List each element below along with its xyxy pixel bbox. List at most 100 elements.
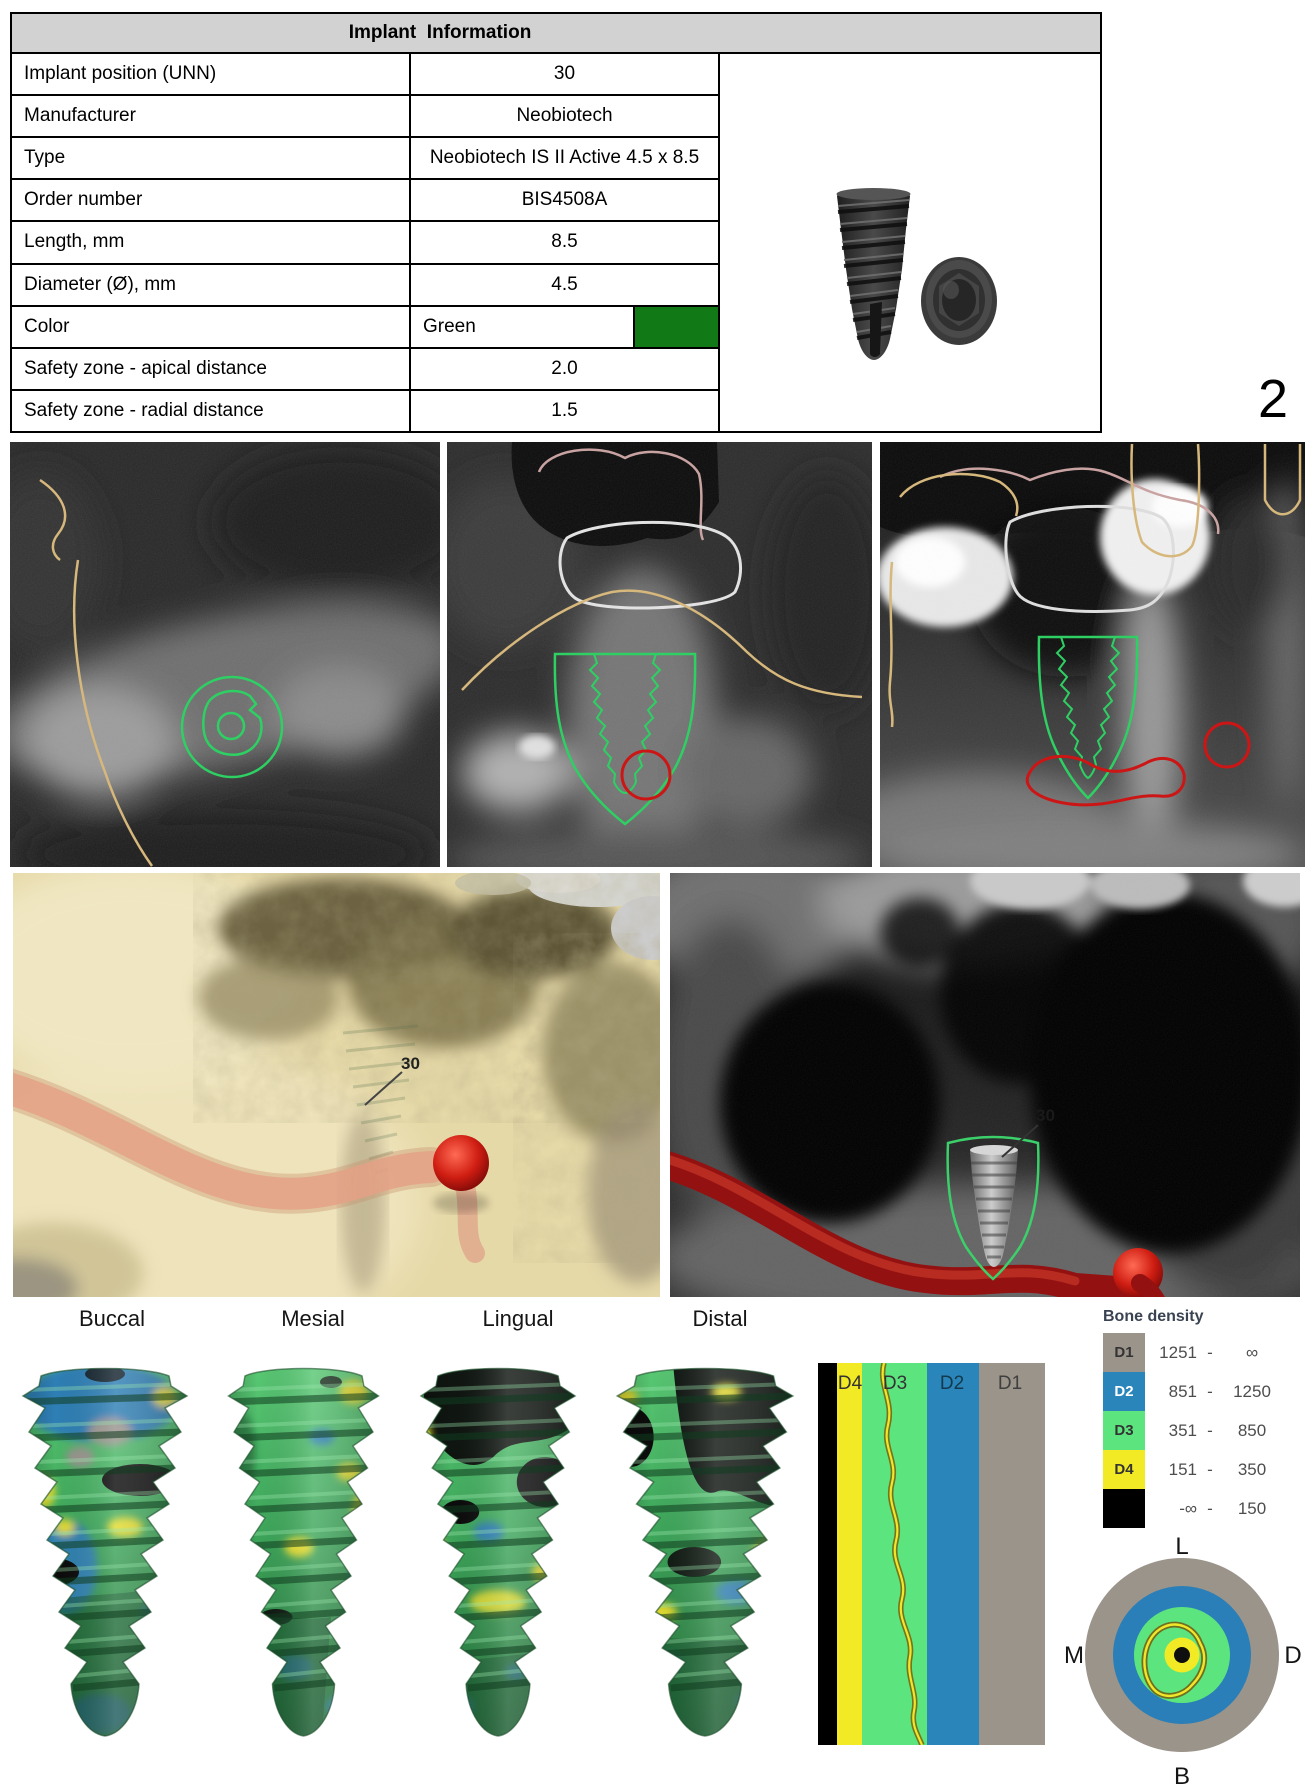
table-row-color: Color Green <box>12 306 718 349</box>
legend-min: 851 <box>1168 1381 1197 1401</box>
jaw-contour-line <box>39 478 154 867</box>
legend-row: D2 851 - 1250 <box>1103 1372 1313 1411</box>
tooth-contour-lines <box>888 443 1302 728</box>
implant-outline <box>553 652 697 826</box>
row-value: 30 <box>553 63 576 85</box>
density-implant-distal <box>598 1362 812 1747</box>
table-row: Order number BIS4508A <box>12 180 718 223</box>
compass-label-lingual: L <box>1175 1533 1188 1560</box>
strip-label-d1: D1 <box>998 1373 1022 1394</box>
adjacent-tooth-contour-line <box>537 448 705 541</box>
density-strip-chart: D4 D3 D2 D1 <box>818 1363 1045 1745</box>
legend-row: D1 1251 - ∞ <box>1103 1333 1313 1372</box>
legend-min: 1251 <box>1159 1342 1197 1362</box>
row-value: BIS4508A <box>521 189 608 211</box>
legend-dash: - <box>1207 1420 1213 1440</box>
implant-side-view-icon <box>836 188 911 360</box>
legend-row: -∞ - 150 <box>1103 1489 1313 1528</box>
strip-label-d4: D4 <box>838 1373 863 1394</box>
legend-row: D4 151 - 350 <box>1103 1450 1313 1489</box>
implant-annotation: 30 <box>364 1054 420 1106</box>
row-value: 4.5 <box>551 273 578 295</box>
density-implant-mesial <box>212 1362 395 1747</box>
implant-outline <box>1037 635 1139 800</box>
row-label: Manufacturer <box>12 96 411 137</box>
row-label: Order number <box>12 180 411 221</box>
compass-label-distal: D <box>1284 1642 1301 1669</box>
gingiva-contour-line <box>461 589 863 699</box>
legend-title: Bone density <box>1103 1308 1204 1325</box>
row-value: Neobiotech <box>516 105 613 127</box>
implant-info-table: Implant Information Implant position (UN… <box>10 12 1102 433</box>
nerve-canal <box>670 1151 1165 1297</box>
nerve-canal-outline <box>1025 721 1251 807</box>
axial-implant-outline <box>180 675 284 779</box>
legend-max: ∞ <box>1245 1342 1259 1362</box>
legend-max: 1250 <box>1233 1381 1271 1401</box>
legend-swatch-d2: D2 <box>1103 1372 1145 1411</box>
table-row: Type Neobiotech IS II Active 4.5 x 8.5 <box>12 138 718 181</box>
row-label: Implant position (UNN) <box>12 54 411 95</box>
page-number: 2 <box>1258 369 1289 429</box>
implant-annotation: 30 <box>1001 1106 1055 1158</box>
density-implant-buccal <box>5 1362 205 1747</box>
row-label: Safety zone - radial distance <box>12 390 411 431</box>
legend-min: 351 <box>1168 1420 1197 1440</box>
compass-label-buccal: B <box>1174 1763 1190 1788</box>
table-title: Implant Information <box>348 22 532 43</box>
legend-max: 850 <box>1237 1420 1267 1440</box>
table-row: Length, mm 8.5 <box>12 222 718 265</box>
color-swatch <box>633 306 718 347</box>
legend-swatch-d3: D3 <box>1103 1411 1145 1450</box>
row-value: Green <box>411 306 718 347</box>
density-implant-lingual <box>404 1362 592 1747</box>
view-label-distal: Distal <box>692 1306 748 1331</box>
row-value: 2.0 <box>551 357 578 379</box>
view-label-buccal: Buccal <box>78 1306 146 1331</box>
density-compass: L M D B <box>1060 1532 1310 1788</box>
bone-boundary-contour <box>1141 1621 1208 1699</box>
strip-label-d2: D2 <box>940 1373 964 1394</box>
table-row: Manufacturer Neobiotech <box>12 96 718 139</box>
adjacent-tooth-contour-line <box>939 467 1220 535</box>
legend-row: D3 351 - 850 <box>1103 1411 1313 1450</box>
legend-dash: - <box>1207 1459 1213 1479</box>
view-label-mesial: Mesial <box>281 1306 345 1331</box>
crown-outline <box>558 520 743 610</box>
implant-position-annotation: 30 <box>1036 1106 1055 1125</box>
legend-dash: - <box>1207 1498 1213 1518</box>
implant-top-view-icon <box>921 257 997 345</box>
row-label: Length, mm <box>12 222 411 263</box>
legend-min: -∞ <box>1179 1498 1197 1518</box>
compass-label-mesial: M <box>1064 1642 1084 1669</box>
planned-implant <box>946 1135 1040 1281</box>
legend-swatch-below-range <box>1103 1489 1145 1528</box>
legend-max: 350 <box>1237 1459 1267 1479</box>
row-label: Color <box>12 306 411 347</box>
legend-swatch-d1: D1 <box>1103 1333 1145 1372</box>
table-row: Implant position (UNN) 30 <box>12 54 718 97</box>
table-header: Implant Information <box>12 14 1100 54</box>
table-row: Diameter (Ø), mm 4.5 <box>12 264 718 307</box>
nerve-canal <box>13 1068 489 1263</box>
crown-outline <box>1004 504 1175 613</box>
legend-dash: - <box>1207 1342 1213 1362</box>
table-row: Safety zone - apical distance 2.0 <box>12 348 718 391</box>
legend-min: 151 <box>1168 1459 1197 1479</box>
implant-position-annotation: 30 <box>401 1054 420 1073</box>
ct-panoramic-panel <box>880 442 1305 867</box>
legend-swatch-d4: D4 <box>1103 1450 1145 1489</box>
row-label: Safety zone - apical distance <box>12 348 411 389</box>
implant-shadow <box>341 1113 385 1293</box>
bone-density-legend: Bone density D1 1251 - ∞ D2 851 - 1250 D… <box>1103 1308 1313 1528</box>
row-value: 8.5 <box>551 231 578 253</box>
ct-cross-section-panel <box>447 442 872 867</box>
legend-max: 150 <box>1237 1498 1267 1518</box>
table-row: Safety zone - radial distance 1.5 <box>12 390 718 431</box>
xray-3d-panel: 30 <box>670 873 1300 1297</box>
row-value: Neobiotech IS II Active 4.5 x 8.5 <box>429 147 700 169</box>
nerve-canal-outline <box>620 749 672 801</box>
row-label: Diameter (Ø), mm <box>12 264 411 305</box>
legend-dash: - <box>1207 1381 1213 1401</box>
